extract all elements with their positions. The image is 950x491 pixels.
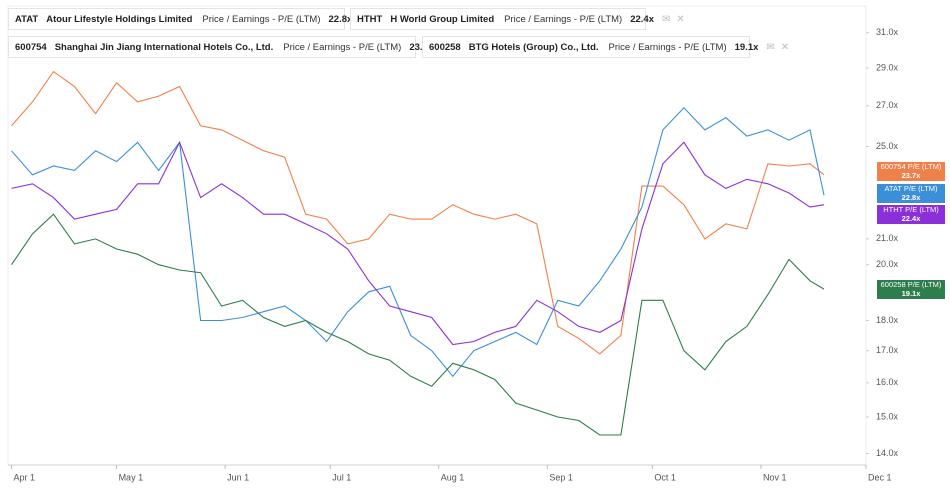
y-tick-label: 20.0x	[876, 259, 899, 269]
legend-name: BTG Hotels (Group) Co., Ltd.	[468, 41, 599, 53]
tag-value: 19.1x	[901, 289, 921, 298]
alert-icon[interactable]: ✉	[661, 13, 671, 25]
value-tag: 600754 P/E (LTM) 23.7x	[877, 162, 945, 181]
legend-metric: Price / Earnings - P/E (LTM)	[202, 13, 321, 25]
x-tick-label: Jul 1	[332, 472, 351, 482]
series-line	[11, 70, 825, 355]
value-tag: 600258 P/E (LTM) 19.1x	[877, 280, 945, 299]
tag-label: 600258 P/E (LTM)	[880, 280, 942, 289]
legend-ticker: 600754	[15, 41, 47, 53]
tag-value: 23.7x	[901, 171, 921, 180]
legend-metric: Price / Earnings - P/E (LTM)	[504, 13, 623, 25]
x-tick-label: Apr 1	[14, 472, 36, 482]
legend-item: ATAT Atour Lifestyle Holdings Limited Pric…	[8, 8, 383, 30]
remove-icon[interactable]: ✕	[780, 41, 790, 53]
legend-ticker: ATAT	[15, 13, 39, 25]
x-tick-label: Jun 1	[227, 472, 249, 482]
legend-item: 600754 Shanghai Jin Jiang International H…	[8, 36, 464, 58]
alert-icon[interactable]: ✉	[766, 41, 775, 53]
x-tick-label: Sep 1	[549, 472, 573, 482]
tag-label: HTHT P/E (LTM)	[883, 205, 939, 214]
y-tick-label: 14.0x	[876, 448, 899, 458]
legend-metric: Price / Earnings - P/E (LTM)	[283, 41, 402, 53]
legend-name: Atour Lifestyle Holdings Limited	[46, 13, 193, 25]
legend-value: 22.8x	[328, 13, 353, 25]
y-tick-label: 31.0x	[876, 27, 899, 37]
x-tick-label: Dec 1	[868, 472, 892, 482]
legend-item: HTHT H World Group Limited Price / Earning…	[350, 8, 685, 30]
legend-value: 22.4x	[630, 13, 654, 25]
legend-name: H World Group Limited	[390, 13, 495, 25]
tag-label: 600754 P/E (LTM)	[880, 162, 942, 171]
tag-value: 22.4x	[901, 214, 921, 223]
tag-label: ATAT P/E (LTM)	[884, 184, 938, 193]
y-tick-label: 25.0x	[876, 141, 899, 151]
y-tick-label: 18.0x	[876, 315, 899, 325]
y-tick-label: 21.0x	[876, 233, 899, 243]
x-tick-label: Nov 1	[763, 472, 787, 482]
x-tick-label: Aug 1	[441, 472, 465, 482]
legend-metric: Price / Earnings - P/E (LTM)	[608, 41, 727, 53]
value-tag: HTHT P/E (LTM) 22.4x	[877, 205, 945, 224]
legend-ticker: HTHT	[357, 13, 383, 25]
legend-ticker: 600258	[429, 41, 461, 53]
plot-frame	[7, 5, 867, 466]
series-line	[11, 213, 825, 436]
remove-icon[interactable]: ✕	[676, 13, 685, 25]
x-tick-label: May 1	[119, 472, 144, 482]
value-tag: ATAT P/E (LTM) 22.8x	[877, 184, 945, 203]
x-tick-label: Oct 1	[654, 472, 676, 482]
y-tick-label: 27.0x	[876, 100, 899, 110]
tag-value: 22.8x	[901, 193, 921, 202]
series-line	[11, 140, 825, 346]
y-tick-label: 29.0x	[876, 62, 899, 72]
series-line	[11, 107, 825, 378]
legend-value: 19.1x	[734, 41, 759, 53]
y-tick-label: 16.0x	[876, 377, 899, 387]
legend-item: 600258 BTG Hotels (Group) Co., Ltd. Price …	[422, 36, 789, 58]
y-tick-label: 15.0x	[876, 411, 899, 421]
y-tick-label: 17.0x	[876, 345, 899, 355]
legend-name: Shanghai Jin Jiang International Hotels …	[54, 41, 274, 53]
legend-value: 23.7x	[409, 42, 433, 53]
